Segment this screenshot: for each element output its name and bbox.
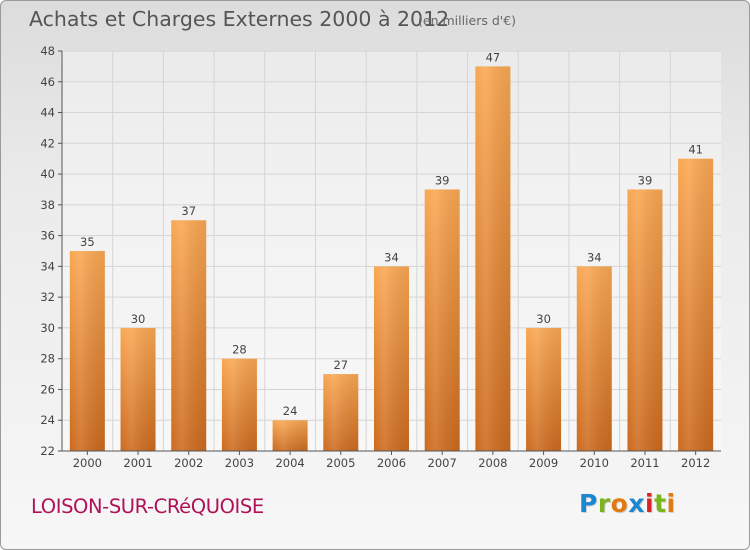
y-tick-label: 22 — [40, 444, 55, 458]
x-tick-label: 2004 — [275, 456, 304, 470]
bar-shine — [576, 266, 612, 451]
bar-shine — [221, 358, 257, 451]
y-tick-label: 30 — [40, 321, 55, 335]
data-label: 47 — [486, 50, 501, 64]
logo-letter: i — [645, 489, 655, 518]
y-tick-label: 44 — [40, 106, 55, 120]
logo-letter: x — [628, 489, 645, 518]
data-label: 39 — [638, 173, 653, 187]
x-tick-label: 2011 — [630, 456, 659, 470]
data-label: 34 — [587, 250, 602, 264]
y-tick-label: 32 — [40, 290, 55, 304]
y-tick-label: 24 — [40, 413, 55, 427]
bar-shine — [323, 374, 359, 451]
logo-letter: i — [666, 489, 676, 518]
data-label: 28 — [232, 343, 247, 357]
commune-name: LOISON-SUR-CRéQUOISE — [31, 495, 264, 518]
logo-letter: P — [579, 489, 598, 518]
data-label: 30 — [131, 312, 146, 326]
data-label: 35 — [80, 235, 95, 249]
logo-letter: o — [610, 489, 629, 518]
x-tick-label: 2006 — [377, 456, 406, 470]
proxiti-logo: Proxiti — [579, 489, 676, 518]
bar-shine — [678, 158, 714, 451]
y-tick-label: 46 — [40, 75, 55, 89]
bar-shine — [272, 420, 308, 451]
bar-shine — [526, 327, 562, 451]
bars — [69, 66, 714, 451]
data-label: 39 — [435, 173, 450, 187]
x-tick-label: 2008 — [478, 456, 507, 470]
data-label: 30 — [536, 312, 551, 326]
data-label: 41 — [688, 143, 703, 157]
logo-letter: r — [597, 489, 611, 518]
data-label: 34 — [384, 250, 399, 264]
logo-letter: t — [654, 489, 667, 518]
x-tick-label: 2001 — [123, 456, 152, 470]
axes — [58, 50, 721, 455]
bar-shine — [627, 189, 663, 451]
y-tick-label: 26 — [40, 382, 55, 396]
y-tick-label: 34 — [40, 259, 55, 273]
chart-subtitle: (en milliers d'€) — [418, 13, 517, 28]
y-tick-label: 36 — [40, 229, 55, 243]
x-tick-label: 2003 — [225, 456, 254, 470]
x-tick-label: 2000 — [73, 456, 102, 470]
y-tick-label: 42 — [40, 136, 55, 150]
bar-shine — [475, 66, 511, 451]
x-tick-label: 2007 — [428, 456, 457, 470]
y-tick-label: 38 — [40, 198, 55, 212]
chart-title: Achats et Charges Externes 2000 à 2012 — [29, 7, 450, 31]
x-tick-label: 2005 — [326, 456, 355, 470]
data-label: 27 — [333, 358, 348, 372]
labels: 22 24 26 28 30 32 34 36 38 40 42 44 46 48 35 2000 30 2001… — [40, 44, 710, 470]
data-label: 24 — [283, 404, 298, 418]
y-tick-label: 28 — [40, 352, 55, 366]
x-tick-label: 2012 — [681, 456, 710, 470]
data-label: 37 — [181, 204, 196, 218]
bar-shine — [374, 266, 409, 451]
x-tick-label: 2009 — [529, 456, 558, 470]
x-tick-label: 2010 — [580, 456, 609, 470]
y-tick-label: 40 — [40, 167, 55, 181]
y-tick-label: 48 — [40, 44, 55, 58]
bar-shine — [69, 251, 105, 451]
bar-shine — [424, 189, 460, 451]
bar-shine — [171, 220, 207, 451]
bar-shine — [120, 327, 156, 451]
x-tick-label: 2002 — [174, 456, 203, 470]
